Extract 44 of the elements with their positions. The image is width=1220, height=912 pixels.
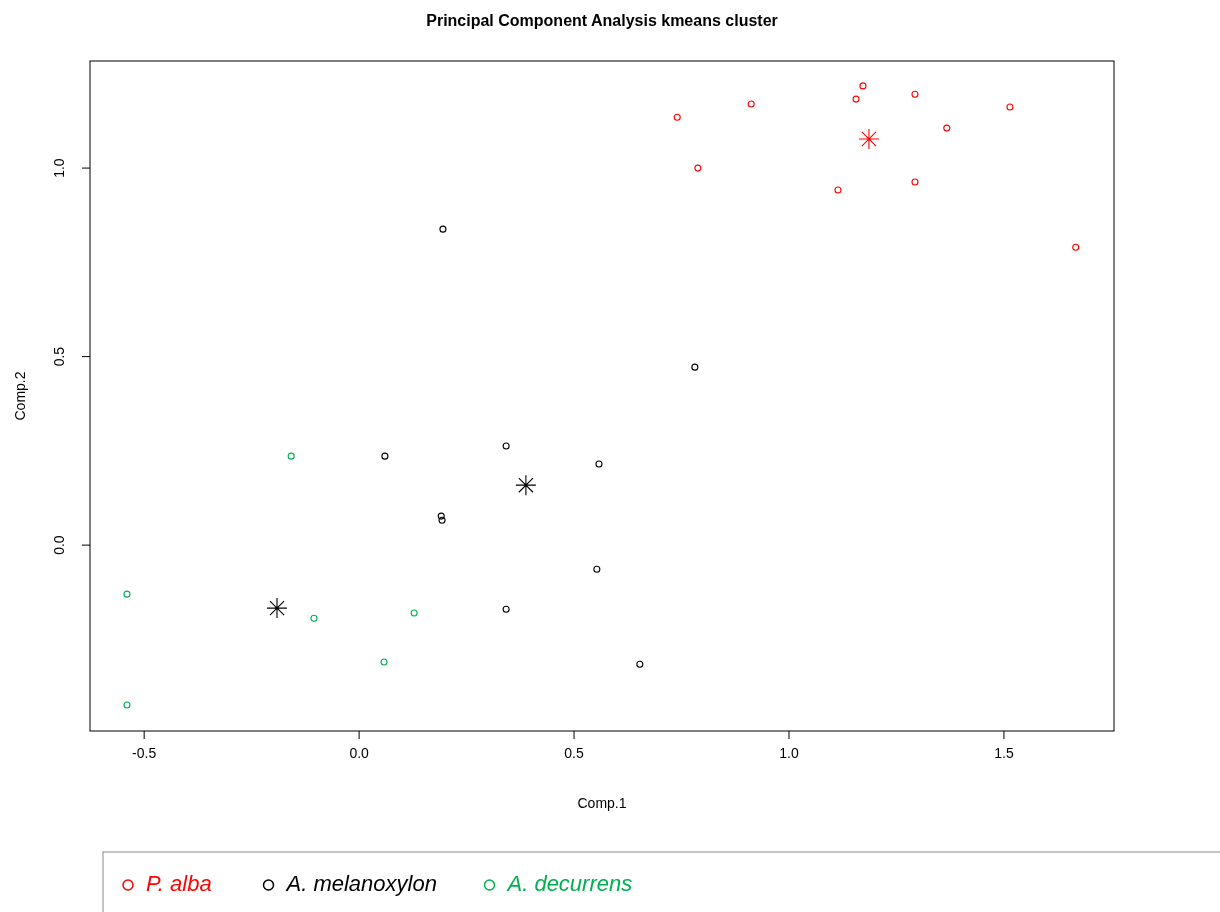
- y-axis-title: Comp.2: [12, 371, 28, 421]
- point: [266, 597, 288, 619]
- x-tick-label: 0.0: [349, 745, 370, 761]
- point: [691, 363, 699, 371]
- point: [123, 701, 131, 709]
- x-axis-title: Comp.1: [577, 795, 627, 811]
- x-tick-label: 1.5: [994, 745, 1014, 761]
- legend-label: A. melanoxylon: [284, 871, 437, 896]
- legend-label: P. alba: [146, 871, 212, 896]
- y-tick-label: 1.0: [51, 158, 67, 178]
- point: [636, 660, 644, 668]
- point: [852, 95, 860, 103]
- x-tick-label: 0.5: [564, 745, 584, 761]
- y-tick-label: 0.0: [51, 535, 67, 555]
- point: [502, 605, 510, 613]
- point: [437, 512, 445, 520]
- point: [694, 164, 702, 172]
- point: [439, 225, 447, 233]
- point: [858, 128, 880, 150]
- point: [515, 474, 537, 496]
- point: [911, 90, 919, 98]
- y-tick-label: 0.5: [51, 346, 67, 367]
- point: [747, 100, 755, 108]
- point: [380, 658, 388, 666]
- point: [593, 565, 601, 573]
- point: [911, 178, 919, 186]
- x-tick-label: 1.0: [779, 745, 799, 761]
- point: [438, 516, 446, 524]
- point: [673, 113, 681, 121]
- point: [595, 460, 603, 468]
- point: [123, 590, 131, 598]
- point: [410, 609, 418, 617]
- point: [310, 614, 318, 622]
- chart-title: Principal Component Analysis kmeans cluster: [426, 12, 778, 29]
- point: [502, 442, 510, 450]
- x-tick-label: -0.5: [132, 745, 157, 761]
- point: [1072, 243, 1080, 251]
- point: [1006, 103, 1014, 111]
- point: [287, 452, 295, 460]
- legend-label: A. decurrens: [505, 871, 633, 896]
- point: [859, 82, 867, 90]
- point: [834, 186, 842, 194]
- point: [381, 452, 389, 460]
- point: [943, 124, 951, 132]
